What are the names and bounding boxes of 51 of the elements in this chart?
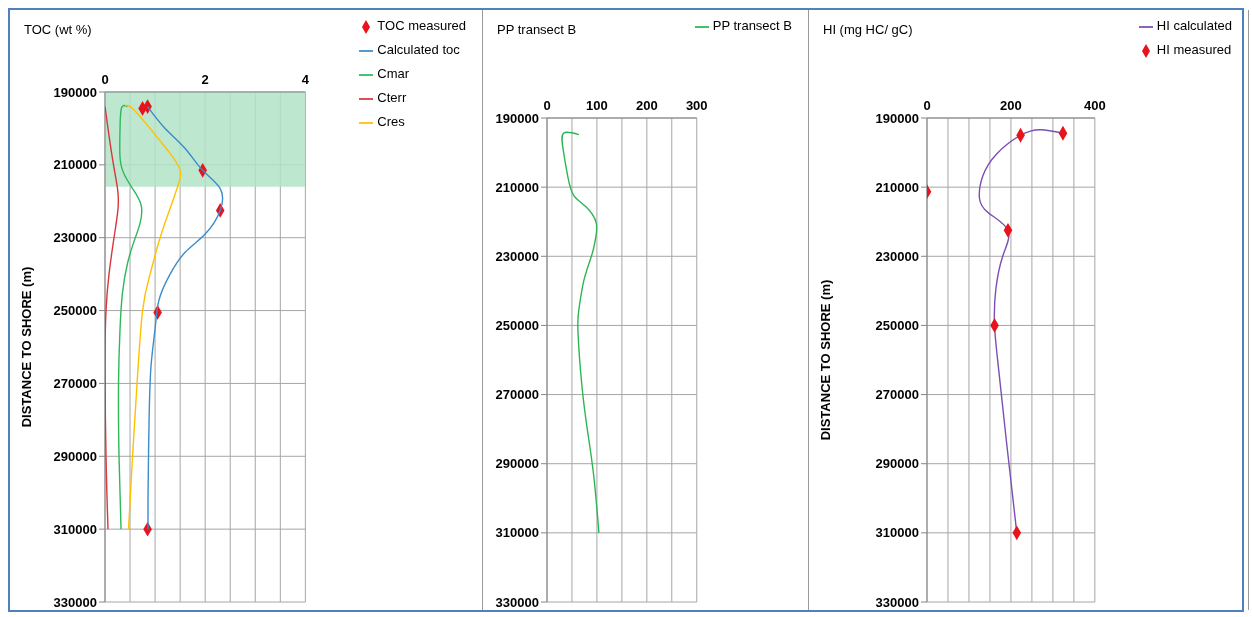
- legend-label: Calculated toc: [377, 42, 460, 57]
- x-tick-label: 0: [923, 98, 931, 113]
- y-tick-label: 310000: [875, 525, 919, 541]
- y-axis-title: DISTANCE TO SHORE (m): [18, 266, 34, 428]
- chart-title: HI (mg HC/ gC): [823, 22, 913, 37]
- y-tick-label: 270000: [53, 376, 97, 392]
- y-tick-label: 190000: [495, 110, 539, 126]
- x-tick-label: 4: [301, 72, 310, 87]
- y-tick-label: 290000: [875, 456, 919, 472]
- line-series: [117, 104, 143, 530]
- x-tick-label: 200: [635, 98, 658, 113]
- x-tick-label: 2: [201, 72, 209, 87]
- legend-label: Cres: [377, 114, 405, 129]
- y-tick-label: 190000: [53, 84, 97, 100]
- chart-title: TOC (wt %): [24, 22, 92, 37]
- legend-label: Cmar: [377, 66, 410, 81]
- y-tick-label: 270000: [495, 387, 539, 403]
- y-tick-label: 250000: [875, 318, 919, 334]
- x-tick-label: 100: [586, 98, 608, 113]
- legend-label: TOC measured: [377, 18, 466, 33]
- legend-label: HI calculated: [1156, 18, 1232, 33]
- y-tick-label: 210000: [495, 179, 539, 195]
- y-tick-label: 250000: [53, 303, 97, 319]
- y-tick-label: 310000: [53, 521, 97, 537]
- line-series: [105, 105, 120, 530]
- y-tick-label: 190000: [875, 110, 919, 126]
- y-tick-label: 290000: [495, 456, 539, 472]
- y-tick-label: 210000: [53, 157, 97, 173]
- y-tick-label: 330000: [495, 594, 539, 610]
- legend-label: PP transect B: [712, 18, 792, 33]
- y-tick-label: 290000: [53, 448, 97, 464]
- x-tick-label: 200: [1000, 98, 1022, 113]
- y-tick-label: 250000: [495, 318, 539, 334]
- y-tick-label: 210000: [875, 179, 919, 195]
- y-tick-label: 230000: [53, 230, 97, 246]
- y-tick-label: 270000: [875, 387, 919, 403]
- y-tick-label: 230000: [875, 248, 919, 264]
- legend-label: HI measured: [1156, 42, 1232, 57]
- y-tick-label: 330000: [875, 594, 919, 610]
- chart-title: PP transect B: [497, 22, 577, 37]
- y-tick-label: 310000: [495, 525, 539, 541]
- x-tick-label: 300: [685, 98, 708, 113]
- x-tick-label: 400: [1083, 98, 1106, 113]
- legend-label: Cterr: [377, 90, 407, 105]
- x-tick-label: 0: [101, 72, 109, 87]
- line-series: [561, 131, 600, 534]
- y-tick-label: 230000: [495, 248, 539, 264]
- line-series: [124, 104, 182, 530]
- y-tick-label: 330000: [53, 594, 97, 610]
- y-axis-title: DISTANCE TO SHORE (m): [817, 279, 833, 441]
- x-tick-label: 0: [543, 98, 551, 113]
